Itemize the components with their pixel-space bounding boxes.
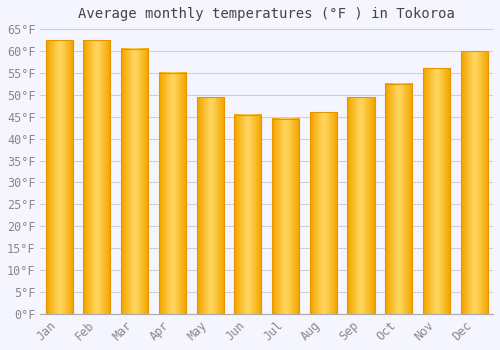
Bar [310, 112, 337, 314]
Bar [234, 114, 262, 314]
Bar [84, 40, 110, 314]
Bar [460, 51, 488, 314]
Bar [121, 49, 148, 314]
Bar [272, 119, 299, 314]
Bar [423, 69, 450, 314]
Bar [46, 40, 73, 314]
Bar [348, 97, 374, 314]
Title: Average monthly temperatures (°F ) in Tokoroa: Average monthly temperatures (°F ) in To… [78, 7, 455, 21]
Bar [196, 97, 224, 314]
Bar [159, 73, 186, 314]
Bar [385, 84, 412, 314]
